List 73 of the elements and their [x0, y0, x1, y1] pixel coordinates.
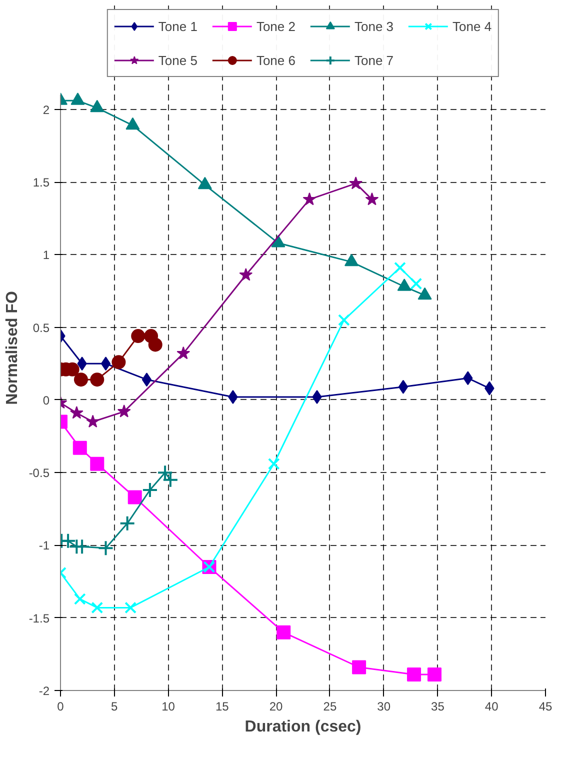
point [112, 355, 126, 370]
x-tick-label: 45 [538, 700, 552, 714]
y-tick-label: -0.5 [28, 466, 50, 480]
point [162, 472, 178, 488]
point [90, 372, 104, 387]
point [398, 380, 408, 394]
legend-label: Tone 1 [158, 18, 198, 34]
point [142, 372, 152, 387]
point [349, 176, 362, 190]
x-tick-label: 10 [162, 700, 176, 714]
point [394, 262, 406, 274]
point [119, 515, 136, 532]
point [117, 404, 131, 418]
point [86, 414, 100, 428]
point [338, 314, 350, 326]
point [271, 235, 286, 248]
y-tick-label: 0 [42, 393, 50, 408]
point [148, 338, 162, 352]
point [352, 660, 366, 674]
point [90, 100, 104, 112]
point [131, 329, 146, 343]
point [176, 346, 190, 360]
point [427, 668, 442, 682]
point [70, 406, 84, 419]
point [126, 117, 140, 130]
y-tick-label: -1 [38, 538, 50, 553]
x-tick-label: 35 [431, 700, 445, 714]
x-tick-label: 30 [377, 700, 391, 714]
point [60, 532, 76, 549]
point [397, 278, 412, 291]
x-tick-label: 5 [111, 700, 118, 714]
x-tick-label: 0 [57, 700, 64, 714]
point [74, 538, 90, 555]
y-tick-label: 1 [42, 248, 50, 262]
y-tick-label: 2 [42, 102, 50, 117]
y-tick-label: 1.5 [32, 176, 50, 190]
point [302, 192, 316, 206]
y-tick-label: -1.5 [28, 611, 50, 626]
point [91, 602, 104, 614]
y-tick-label: -2 [38, 684, 50, 698]
point [100, 356, 111, 371]
x-tick-label: 25 [323, 700, 337, 714]
point [365, 192, 379, 206]
legend-label: Tone 6 [256, 52, 296, 68]
point [344, 254, 358, 266]
legend-label: Tone 2 [256, 18, 296, 34]
x-tick-label: 15 [215, 700, 230, 714]
point [98, 540, 114, 556]
x-tick-label: 40 [484, 700, 499, 714]
point [142, 482, 158, 498]
point [72, 440, 87, 455]
point [124, 602, 137, 614]
legend-label: Tone 7 [354, 52, 394, 68]
point [157, 464, 174, 481]
y-tick-label: 0.5 [32, 320, 50, 335]
point [90, 456, 104, 471]
point [239, 268, 253, 281]
point [70, 92, 85, 105]
point [74, 372, 88, 387]
point [276, 625, 291, 640]
point [198, 176, 212, 190]
point [74, 593, 86, 605]
x-axis-title: Duration (csec) [244, 718, 362, 736]
point [128, 490, 142, 504]
point [407, 668, 422, 682]
point [268, 458, 280, 470]
point [410, 278, 422, 290]
point [418, 287, 432, 300]
y-axis-title: Normalised FO [4, 291, 21, 405]
x-tick-label: 20 [269, 700, 284, 714]
legend-label: Tone 5 [158, 52, 198, 68]
legend-label: Tone 3 [354, 18, 394, 34]
legend-label: Tone 4 [452, 18, 492, 34]
